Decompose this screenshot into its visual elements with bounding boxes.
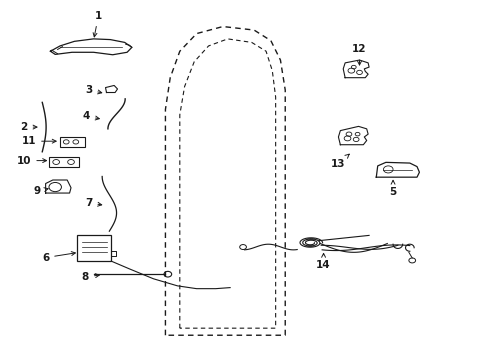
Bar [77, 235, 111, 261]
Polygon shape [45, 180, 71, 193]
Text: 10: 10 [17, 156, 46, 166]
Text: 5: 5 [388, 180, 396, 197]
Polygon shape [376, 162, 419, 177]
Text: 8: 8 [81, 272, 99, 282]
Text: 12: 12 [351, 45, 366, 65]
Text: 6: 6 [42, 252, 75, 262]
Polygon shape [343, 60, 368, 78]
Polygon shape [105, 85, 117, 93]
Polygon shape [50, 39, 132, 55]
Text: 11: 11 [21, 136, 56, 146]
Text: 13: 13 [330, 154, 348, 169]
Text: 2: 2 [20, 122, 37, 132]
Text: 1: 1 [93, 11, 102, 37]
Text: 4: 4 [82, 112, 99, 121]
Text: 3: 3 [85, 85, 102, 95]
Text: 9: 9 [34, 186, 48, 196]
Text: 7: 7 [85, 198, 102, 208]
Bar [49, 157, 79, 167]
Bar [60, 136, 85, 147]
Polygon shape [338, 126, 367, 145]
Text: 14: 14 [316, 253, 330, 270]
